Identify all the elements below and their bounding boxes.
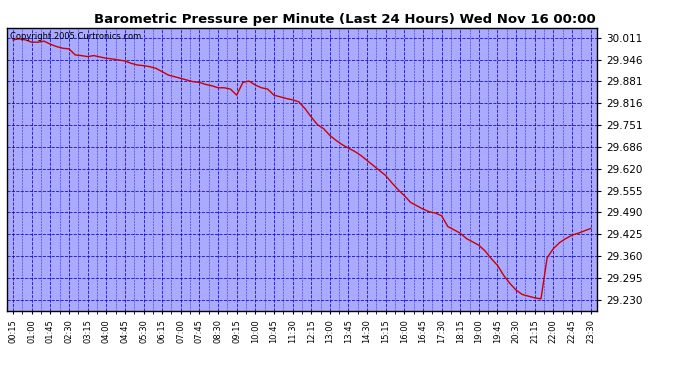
Text: Barometric Pressure per Minute (Last 24 Hours) Wed Nov 16 00:00: Barometric Pressure per Minute (Last 24 …	[94, 13, 596, 26]
Text: Copyright 2005 Curtronics.com: Copyright 2005 Curtronics.com	[10, 32, 141, 41]
